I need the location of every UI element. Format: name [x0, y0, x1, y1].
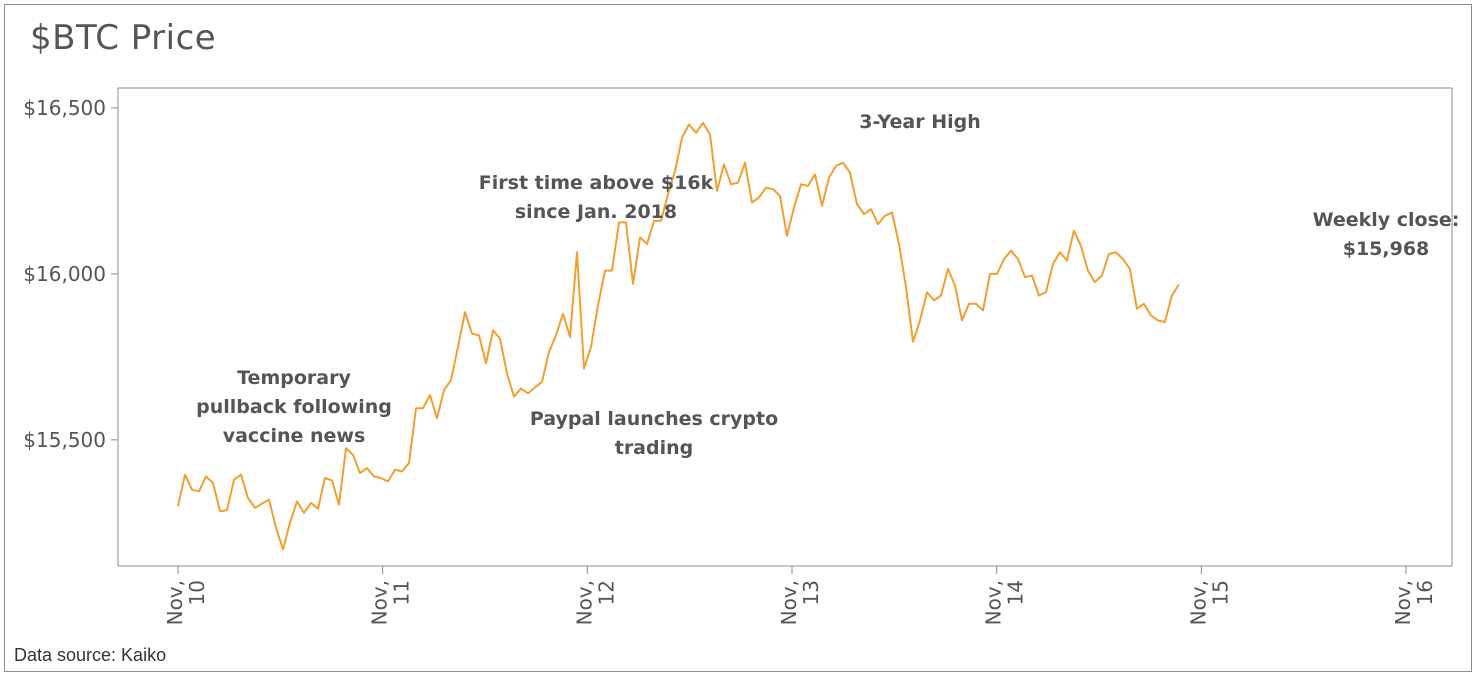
- x-axis: Nov,10 Nov,11 Nov,12 Nov,13 Nov,14 Nov,15 Nov,…: [163, 566, 1437, 625]
- chart-title: $BTC Price: [30, 18, 217, 58]
- y-axis: $15,500 $16,000 $16,500: [23, 96, 118, 452]
- x-tick-label: Nov,16: [1391, 580, 1437, 625]
- x-tick-label: Nov,13: [777, 580, 823, 625]
- annotation-label: 3-Year High: [859, 111, 981, 133]
- data-source-note: Data source: Kaiko: [14, 645, 167, 665]
- y-tick-label: $16,500: [23, 96, 106, 120]
- annotation-label: First time above $16k since Jan. 2018: [479, 172, 714, 223]
- annotations: Temporary pullback following vaccine news F…: [196, 111, 1459, 459]
- x-tick-label: Nov,14: [982, 580, 1028, 625]
- chart-frame: [4, 4, 1472, 672]
- annotation-label: Temporary pullback following vaccine news: [196, 367, 392, 447]
- y-tick-label: $16,000: [23, 262, 106, 286]
- annotation-label: Paypal launches crypto trading: [530, 408, 778, 459]
- y-tick-label: $15,500: [23, 428, 106, 452]
- x-tick-label: Nov,15: [1186, 580, 1232, 625]
- price-series-line[interactable]: [177, 121, 1180, 551]
- plot-area: [117, 87, 1453, 567]
- x-tick-label: Nov,10: [163, 580, 209, 625]
- x-tick-label: Nov,11: [368, 580, 414, 625]
- annotation-label: Weekly close: $15,968: [1313, 209, 1460, 260]
- x-tick-label: Nov,12: [572, 580, 618, 625]
